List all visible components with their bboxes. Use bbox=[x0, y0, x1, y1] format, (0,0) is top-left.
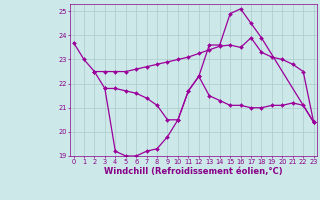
X-axis label: Windchill (Refroidissement éolien,°C): Windchill (Refroidissement éolien,°C) bbox=[104, 167, 283, 176]
